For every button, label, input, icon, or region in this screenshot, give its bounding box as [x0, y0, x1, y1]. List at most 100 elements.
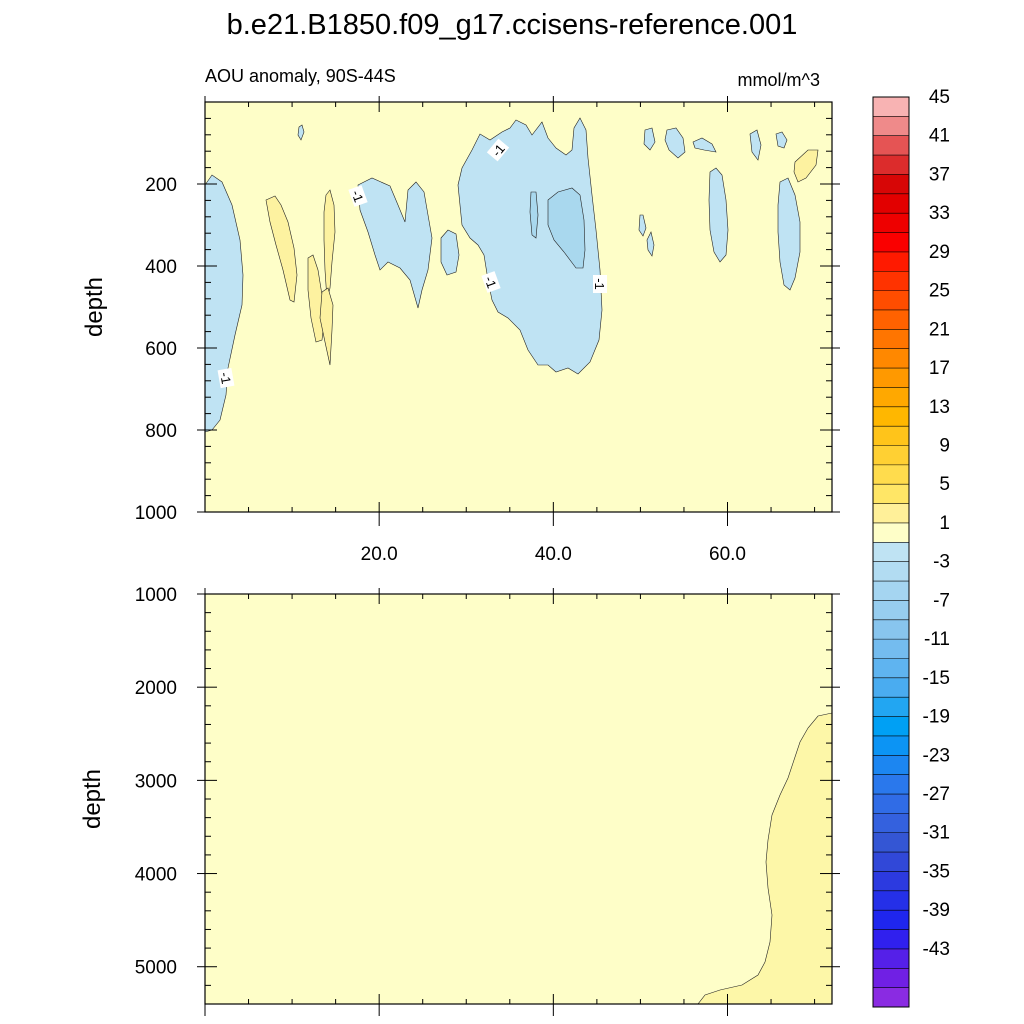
contour-label: -1	[481, 271, 501, 293]
colorbar-swatch	[873, 716, 909, 737]
colorbar-swatch	[873, 890, 909, 911]
contour-region	[793, 149, 819, 183]
contour-region	[357, 177, 433, 309]
y-tick-label: 4000	[135, 865, 177, 886]
colorbar-label: 29	[929, 242, 950, 263]
contour-region	[204, 174, 244, 433]
upper-panel: -1 -1 -1 -1 -1 20.0 40.0 60.0 200 400 600 800 1…	[81, 96, 840, 565]
contour-label-text: -1	[349, 188, 367, 204]
colorbar-swatch	[873, 910, 909, 930]
colorbar-swatch	[873, 794, 909, 814]
y-tick-label: 1000	[135, 503, 177, 524]
colorbar-swatch	[873, 929, 909, 950]
colorbar-swatch	[873, 581, 909, 601]
lower-panel-ylabel: depth	[79, 769, 106, 829]
lower-panel: 1000 2000 3000 4000 5000 depth	[79, 585, 840, 1016]
colorbar: 45 41 37 33 29 25 21 17 13 9 5 1 -3 -7 -11 -15 -19 -23 -27…	[872, 87, 950, 1008]
colorbar-swatch	[873, 948, 909, 969]
colorbar-swatch	[873, 348, 909, 369]
colorbar-swatch	[873, 755, 909, 775]
colorbar-label: 9	[939, 436, 950, 457]
contour-region	[297, 124, 305, 141]
colorbar-swatch	[873, 871, 909, 892]
contour-label-text: -1	[217, 371, 234, 385]
colorbar-swatch	[873, 735, 909, 756]
y-tick-label: 600	[145, 339, 177, 360]
colorbar-swatch	[873, 135, 909, 156]
colorbar-swatch	[873, 852, 909, 872]
x-tick-label: 20.0	[361, 544, 398, 565]
colorbar-swatch	[873, 329, 909, 350]
y-tick-label: 3000	[135, 771, 177, 792]
contour-region	[697, 712, 833, 1005]
colorbar-label: 45	[929, 87, 950, 108]
colorbar-swatch	[873, 774, 909, 795]
colorbar-swatch	[873, 813, 909, 834]
colorbar-swatch	[873, 155, 909, 175]
contour-region	[692, 137, 717, 153]
colorbar-swatch	[873, 677, 909, 698]
colorbar-swatch	[873, 387, 909, 408]
colorbar-swatch	[873, 174, 909, 195]
colorbar-swatch	[873, 484, 909, 504]
colorbar-label: 17	[929, 358, 950, 379]
colorbar-label: -11	[924, 629, 950, 650]
colorbar-label: -3	[933, 552, 950, 573]
contour-region	[457, 117, 603, 375]
colorbar-swatch	[873, 464, 909, 485]
contour-region	[708, 167, 729, 263]
colorbar-label: -43	[923, 939, 950, 960]
colorbar-label: 21	[929, 319, 950, 340]
contour-label-text: -1	[482, 274, 500, 290]
contour-region	[638, 214, 647, 237]
chart-left-subtitle: AOU anomaly, 90S-44S	[205, 66, 396, 86]
contour-region	[319, 287, 334, 366]
colorbar-swatch	[873, 271, 909, 291]
colorbar-label: 1	[939, 513, 950, 534]
colorbar-swatch	[873, 116, 909, 137]
colorbar-swatch	[873, 290, 909, 311]
upper-panel-frame	[204, 101, 833, 513]
y-tick-label: 400	[145, 257, 177, 278]
contour-region	[265, 195, 298, 303]
colorbar-swatch	[873, 522, 909, 543]
colorbar-swatch	[873, 968, 909, 988]
colorbar-swatch	[873, 97, 909, 117]
x-tick-label: 60.0	[709, 544, 746, 565]
colorbar-label: -15	[923, 668, 950, 689]
colorbar-swatch	[873, 561, 909, 582]
contour-region	[529, 191, 539, 239]
y-tick-label: 800	[145, 421, 177, 442]
contour-region	[749, 129, 762, 161]
y-tick-label: 1000	[135, 585, 177, 606]
contour-region	[777, 177, 801, 291]
colorbar-swatch	[873, 832, 909, 853]
chart-right-subtitle: mmol/m^3	[738, 70, 820, 90]
contour-region	[440, 229, 460, 276]
upper-panel-ticks: 20.0 40.0 60.0 200 400 600 800 1000	[135, 96, 840, 565]
contour-label: -1	[348, 185, 368, 207]
contour-region	[643, 127, 656, 151]
colorbar-label: -35	[923, 861, 950, 882]
contour-label: -1	[486, 138, 510, 162]
colorbar-swatch	[873, 213, 909, 233]
upper-panel-contour-labels: -1 -1 -1 -1 -1	[217, 138, 607, 389]
contour-label: -1	[217, 367, 235, 389]
colorbar-swatch	[873, 542, 909, 562]
contour-label: -1	[592, 275, 607, 293]
upper-panel-ylabel: depth	[81, 277, 108, 337]
colorbar-label: -27	[923, 784, 950, 805]
lower-panel-ticks: 1000 2000 3000 4000 5000	[135, 585, 840, 1016]
colorbar-label: 37	[929, 164, 950, 185]
colorbar-swatch	[873, 619, 909, 640]
colorbar-swatch	[873, 697, 909, 717]
colorbar-swatch	[873, 445, 909, 466]
colorbar-label: -39	[923, 900, 950, 921]
contour-region	[775, 131, 788, 149]
lower-panel-background	[205, 594, 832, 1004]
contour-region	[323, 189, 336, 301]
colorbar-label: 5	[939, 474, 950, 495]
colorbar-swatch	[873, 426, 909, 446]
colorbar-swatch	[873, 251, 909, 272]
contour-label-text: -1	[592, 278, 607, 290]
